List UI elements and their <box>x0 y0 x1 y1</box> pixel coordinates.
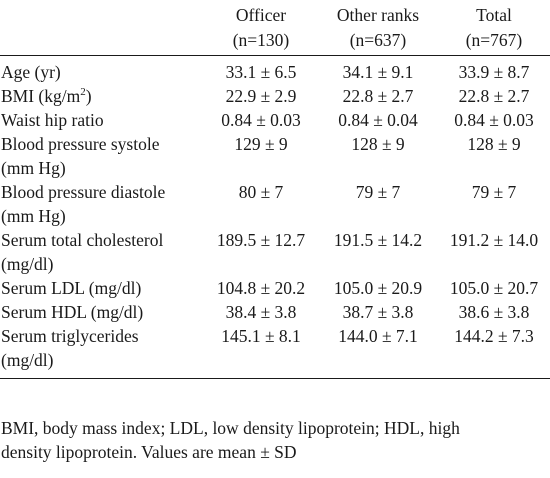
header-row: Officer (n=130) Other ranks (n=637) Tota… <box>0 0 550 56</box>
footnote-line1: BMI, body mass index; LDL, low density l… <box>1 418 460 438</box>
row-label-line2: (mg/dl) <box>1 254 54 274</box>
footnote-line2: density lipoprotein. Values are mean ± S… <box>1 442 297 462</box>
header-other-ranks: Other ranks (n=637) <box>318 0 438 56</box>
row-label-line2: (mm Hg) <box>1 158 66 178</box>
row-label-superscript: 2 <box>80 86 86 99</box>
header-officer: Officer (n=130) <box>204 0 318 56</box>
other-ranks-value: 34.1 ± 9.1 <box>342 62 414 82</box>
total-value: 0.84 ± 0.03 <box>454 110 534 130</box>
table-body: Age (yr) 33.1 ± 6.5 34.1 ± 9.1 33.9 ± 8.… <box>0 56 550 379</box>
row-label: Waist hip ratio <box>1 110 104 130</box>
header-total-label: Total <box>476 5 512 25</box>
table-row-bp-diastole: Blood pressure diastole (mm Hg) 80 ± 7 79… <box>0 180 550 228</box>
total-value: 105.0 ± 20.7 <box>449 278 539 298</box>
table-row-bp-systole: Blood pressure systole (mm Hg) 129 ± 9 12… <box>0 132 550 180</box>
other-ranks-value: 38.7 ± 3.8 <box>342 302 414 322</box>
table-row-age: Age (yr) 33.1 ± 6.5 34.1 ± 9.1 33.9 ± 8.… <box>0 56 550 85</box>
row-label: Serum triglycerides (mg/dl) <box>0 324 204 379</box>
officer-value: 22.9 ± 2.9 <box>225 86 297 106</box>
header-officer-label: Officer <box>235 5 287 25</box>
data-table-container: Officer (n=130) Other ranks (n=637) Tota… <box>0 0 550 379</box>
row-label-line2: (mg/dl) <box>1 350 54 370</box>
table-row-waist-hip: Waist hip ratio 0.84 ± 0.03 0.84 ± 0.04 … <box>0 108 550 132</box>
total-value: 79 ± 7 <box>471 182 517 202</box>
other-ranks-value: 191.5 ± 14.2 <box>333 230 423 250</box>
total-value: 191.2 ± 14.0 <box>449 230 539 250</box>
header-other-label: Other ranks <box>336 5 420 25</box>
officer-value: 38.4 ± 3.8 <box>225 302 297 322</box>
characteristics-table: Officer (n=130) Other ranks (n=637) Tota… <box>0 0 550 379</box>
row-label: Serum HDL (mg/dl) <box>1 302 144 322</box>
table-header: Officer (n=130) Other ranks (n=637) Tota… <box>0 0 550 56</box>
row-label-text: BMI (kg/m <box>1 86 81 106</box>
row-label: Blood pressure diastole (mm Hg) <box>0 180 204 228</box>
row-label-line1: Blood pressure diastole <box>1 182 166 202</box>
officer-value: 104.8 ± 20.2 <box>216 278 306 298</box>
other-ranks-value: 144.0 ± 7.1 <box>338 326 418 346</box>
row-label-line1: Serum triglycerides <box>1 326 139 346</box>
row-label-line1: Serum total cholesterol <box>1 230 164 250</box>
header-other-n: (n=637) <box>349 30 407 50</box>
table-footnote: BMI, body mass index; LDL, low density l… <box>1 416 549 464</box>
total-value: 22.8 ± 2.7 <box>458 86 530 106</box>
officer-value: 129 ± 9 <box>234 134 288 154</box>
total-value: 128 ± 9 <box>467 134 521 154</box>
officer-value: 0.84 ± 0.03 <box>221 110 301 130</box>
row-label-text-end: ) <box>85 86 92 106</box>
row-label: Serum LDL (mg/dl) <box>1 278 142 298</box>
row-label-line2: (mm Hg) <box>1 206 66 226</box>
row-label: Serum total cholesterol (mg/dl) <box>0 228 204 276</box>
row-label-line1: Blood pressure systole <box>1 134 160 154</box>
officer-value: 33.1 ± 6.5 <box>225 62 297 82</box>
header-total-n: (n=767) <box>465 30 523 50</box>
total-value: 144.2 ± 7.3 <box>454 326 534 346</box>
table-row-bmi: BMI (kg/m2) 22.9 ± 2.9 22.8 ± 2.7 22.8 ±… <box>0 84 550 108</box>
row-label: Blood pressure systole (mm Hg) <box>0 132 204 180</box>
header-total: Total (n=767) <box>438 0 550 56</box>
table-row-triglycerides: Serum triglycerides (mg/dl) 145.1 ± 8.1 1… <box>0 324 550 379</box>
table-row-ldl: Serum LDL (mg/dl) 104.8 ± 20.2 105.0 ± 2… <box>0 276 550 300</box>
header-officer-n: (n=130) <box>232 30 290 50</box>
row-label: Age (yr) <box>1 62 61 82</box>
officer-value: 145.1 ± 8.1 <box>221 326 301 346</box>
table-row-hdl: Serum HDL (mg/dl) 38.4 ± 3.8 38.7 ± 3.8 … <box>0 300 550 324</box>
table-row-total-cholesterol: Serum total cholesterol (mg/dl) 189.5 ± 1… <box>0 228 550 276</box>
other-ranks-value: 128 ± 9 <box>351 134 405 154</box>
officer-value: 80 ± 7 <box>238 182 284 202</box>
other-ranks-value: 79 ± 7 <box>355 182 401 202</box>
other-ranks-value: 22.8 ± 2.7 <box>342 86 414 106</box>
row-label: BMI (kg/m2) <box>0 84 204 108</box>
header-empty-cell <box>0 0 204 56</box>
total-value: 33.9 ± 8.7 <box>458 62 530 82</box>
officer-value: 189.5 ± 12.7 <box>216 230 306 250</box>
other-ranks-value: 105.0 ± 20.9 <box>333 278 423 298</box>
other-ranks-value: 0.84 ± 0.04 <box>338 110 418 130</box>
total-value: 38.6 ± 3.8 <box>458 302 530 322</box>
